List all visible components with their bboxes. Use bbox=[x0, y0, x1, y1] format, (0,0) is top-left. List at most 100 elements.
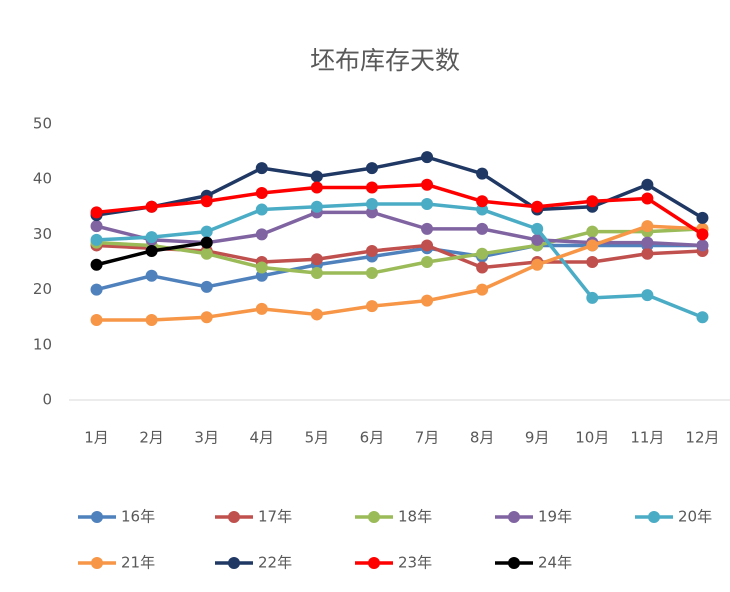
point bbox=[641, 178, 654, 191]
y-tick-label: 20 bbox=[33, 280, 52, 298]
point bbox=[476, 203, 489, 216]
legend-marker bbox=[228, 557, 240, 569]
point bbox=[255, 302, 268, 315]
point bbox=[476, 261, 489, 274]
point bbox=[531, 200, 544, 213]
point bbox=[200, 280, 213, 293]
point bbox=[200, 195, 213, 208]
point bbox=[90, 258, 103, 271]
point bbox=[421, 178, 434, 191]
point bbox=[476, 195, 489, 208]
point bbox=[90, 233, 103, 246]
point bbox=[365, 181, 378, 194]
point bbox=[531, 233, 544, 246]
point bbox=[310, 200, 323, 213]
legend-label: 24年 bbox=[538, 554, 572, 572]
legend-marker bbox=[91, 511, 103, 523]
point bbox=[255, 203, 268, 216]
point bbox=[531, 258, 544, 271]
point bbox=[310, 267, 323, 280]
legend-label: 17年 bbox=[258, 508, 292, 526]
point bbox=[586, 291, 599, 304]
legend-marker bbox=[648, 511, 660, 523]
point bbox=[200, 247, 213, 260]
point bbox=[255, 261, 268, 274]
point bbox=[200, 225, 213, 238]
y-tick-label: 40 bbox=[33, 170, 52, 188]
point bbox=[421, 239, 434, 252]
x-tick-label: 8月 bbox=[470, 429, 495, 447]
legend-marker bbox=[508, 511, 520, 523]
point bbox=[531, 222, 544, 235]
legend-label: 16年 bbox=[121, 508, 155, 526]
x-tick-label: 3月 bbox=[194, 429, 219, 447]
x-tick-label: 1月 bbox=[84, 429, 109, 447]
point bbox=[145, 200, 158, 213]
point bbox=[200, 311, 213, 324]
point bbox=[145, 269, 158, 282]
legend-marker bbox=[368, 511, 380, 523]
point bbox=[200, 236, 213, 249]
point bbox=[696, 228, 709, 241]
series-line bbox=[96, 243, 703, 270]
y-tick-label: 10 bbox=[33, 335, 52, 353]
point bbox=[255, 187, 268, 199]
point bbox=[696, 239, 709, 252]
series-line bbox=[96, 227, 703, 275]
legend-label: 18年 bbox=[398, 508, 432, 526]
point bbox=[90, 220, 103, 233]
chart-title: 坯布库存天数 bbox=[310, 46, 460, 75]
x-tick-label: 10月 bbox=[575, 429, 609, 447]
point bbox=[365, 300, 378, 313]
series-line bbox=[96, 224, 703, 322]
series-line bbox=[96, 182, 704, 236]
point bbox=[255, 162, 268, 175]
point bbox=[421, 198, 434, 211]
legend-label: 21年 bbox=[121, 554, 155, 572]
x-tick-label: 7月 bbox=[415, 429, 440, 447]
legend-marker bbox=[91, 557, 103, 569]
point bbox=[476, 167, 489, 180]
point bbox=[641, 192, 654, 205]
point bbox=[365, 162, 378, 175]
legend-label: 22年 bbox=[258, 554, 292, 572]
point bbox=[421, 294, 434, 307]
point bbox=[310, 253, 323, 266]
x-tick-label: 12月 bbox=[685, 429, 719, 447]
y-tick-label: 30 bbox=[33, 225, 52, 243]
point bbox=[255, 269, 268, 282]
y-tick-label: 0 bbox=[42, 391, 52, 409]
point bbox=[365, 206, 378, 219]
legend-marker bbox=[228, 511, 240, 523]
point bbox=[421, 151, 434, 164]
point bbox=[476, 222, 489, 235]
point bbox=[586, 239, 599, 252]
legend-marker bbox=[368, 557, 380, 569]
point bbox=[365, 244, 378, 257]
x-tick-label: 6月 bbox=[360, 429, 385, 447]
point bbox=[145, 313, 158, 326]
legend-label: 19年 bbox=[538, 508, 572, 526]
x-tick-label: 4月 bbox=[250, 429, 275, 447]
point bbox=[90, 206, 103, 219]
series-line bbox=[96, 202, 704, 319]
point bbox=[641, 220, 654, 233]
point bbox=[145, 231, 158, 244]
point bbox=[586, 225, 599, 238]
point bbox=[476, 247, 489, 260]
series-line bbox=[96, 155, 704, 220]
point bbox=[696, 211, 709, 224]
y-tick-label: 50 bbox=[33, 115, 52, 133]
point bbox=[90, 313, 103, 326]
x-tick-label: 11月 bbox=[630, 429, 664, 447]
legend-label: 23年 bbox=[398, 554, 432, 572]
x-tick-label: 2月 bbox=[139, 429, 164, 447]
x-tick-label: 9月 bbox=[525, 429, 550, 447]
point bbox=[641, 289, 654, 302]
point bbox=[696, 311, 709, 324]
point bbox=[586, 256, 599, 268]
point bbox=[255, 228, 268, 241]
point bbox=[586, 195, 599, 208]
point bbox=[421, 256, 434, 268]
